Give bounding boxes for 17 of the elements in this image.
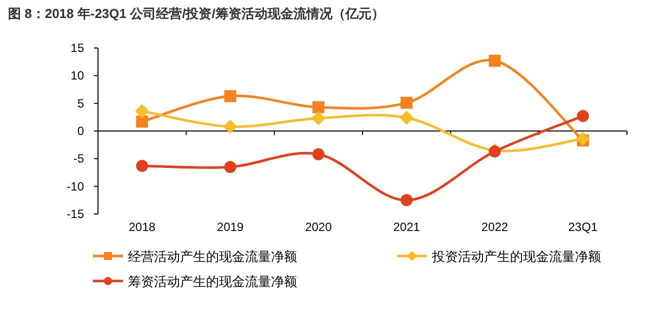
y-tick-label: -15 [66,207,84,221]
legend-label: 筹资活动产生的现金流量净额 [128,274,297,289]
legend-label: 经营活动产生的现金流量净额 [128,249,297,264]
y-tick-label: 5 [77,96,84,110]
y-tick-label: 15 [70,41,84,55]
x-tick-label: 23Q1 [568,220,598,234]
y-tick-label: 0 [77,124,84,138]
y-tick-label: -10 [66,179,84,194]
title: 图 8：2018 年-23Q1 公司经营/投资/筹资活动现金流情况（亿元） [8,6,384,21]
x-tick-label: 2022 [481,220,508,234]
x-tick-label: 2019 [216,220,244,234]
x-tick-label: 2021 [393,220,420,234]
y-tick-label: -5 [73,152,84,166]
y-tick-label: 10 [70,68,84,83]
legend-label: 投资活动产生的现金流量净额 [431,249,601,264]
x-tick-label: 2018 [128,220,156,234]
x-tick-label: 2020 [305,220,332,234]
